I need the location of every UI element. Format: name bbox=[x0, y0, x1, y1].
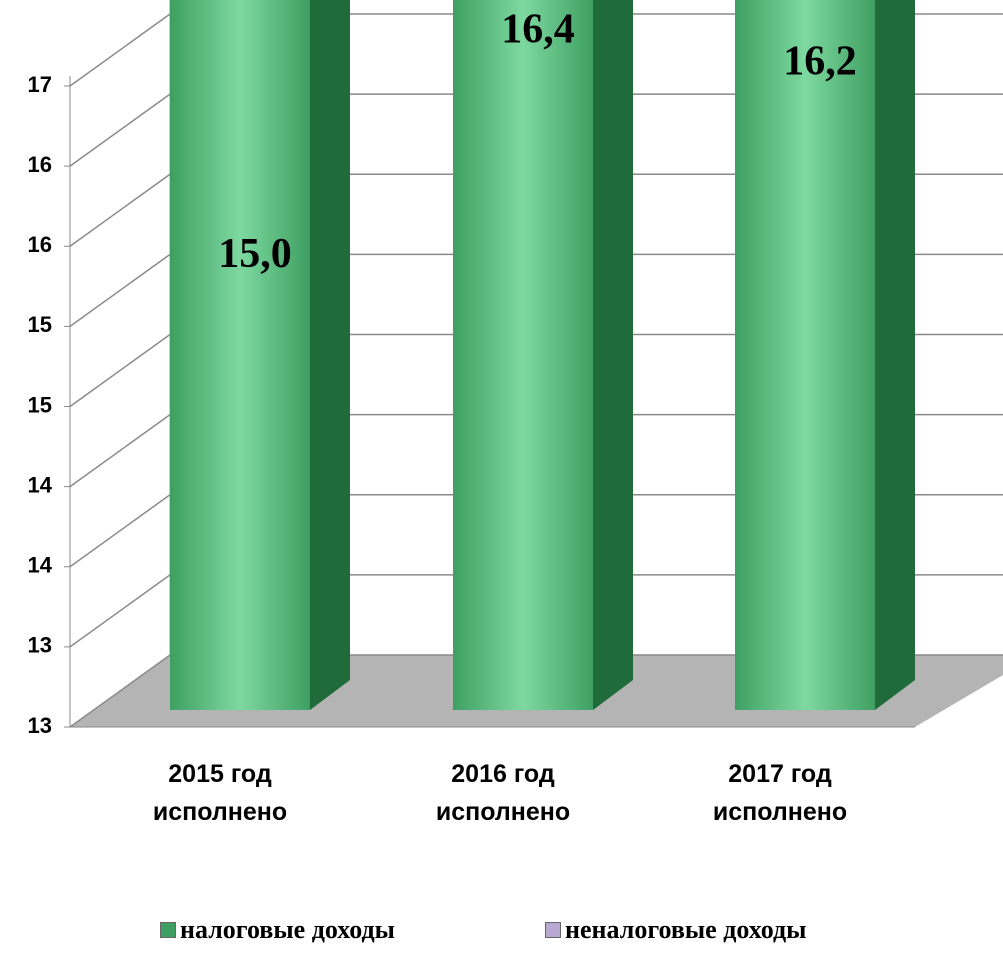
x-tick-label: 2016 год исполнено bbox=[435, 760, 571, 826]
bar-side bbox=[310, 0, 350, 710]
legend-swatch bbox=[160, 922, 176, 938]
x-tick-label: 2017 год исполнено bbox=[712, 760, 848, 826]
total-label: 15,0 bbox=[218, 231, 292, 277]
bar bbox=[170, 0, 310, 710]
total-label: 16,2 bbox=[783, 39, 857, 85]
bar bbox=[735, 0, 875, 711]
y-tick-label: 15 bbox=[28, 392, 52, 417]
legend-item: неналоговые доходы bbox=[545, 915, 806, 945]
y-tick-label: 13 bbox=[28, 633, 52, 658]
legend-label: неналоговые доходы bbox=[565, 915, 807, 944]
bar-side bbox=[875, 0, 915, 710]
y-tick-label: 14 bbox=[28, 472, 53, 497]
y-tick-label: 15 bbox=[28, 312, 52, 337]
bar bbox=[453, 0, 593, 711]
bar-side bbox=[593, 0, 633, 710]
y-tick-label: 16 bbox=[28, 232, 52, 257]
total-label: 16,4 bbox=[501, 7, 575, 53]
x-tick-label: 2015 год исполнено bbox=[152, 760, 288, 826]
legend-swatch bbox=[545, 922, 561, 938]
y-tick-label: 14 bbox=[28, 553, 53, 578]
legend-label: налоговые доходы bbox=[180, 915, 395, 944]
y-tick-label: 13 bbox=[28, 713, 52, 738]
y-tick-label: 16 bbox=[28, 152, 52, 177]
y-tick-label: 17 bbox=[28, 72, 52, 97]
legend-item: налоговые доходы bbox=[160, 915, 395, 945]
